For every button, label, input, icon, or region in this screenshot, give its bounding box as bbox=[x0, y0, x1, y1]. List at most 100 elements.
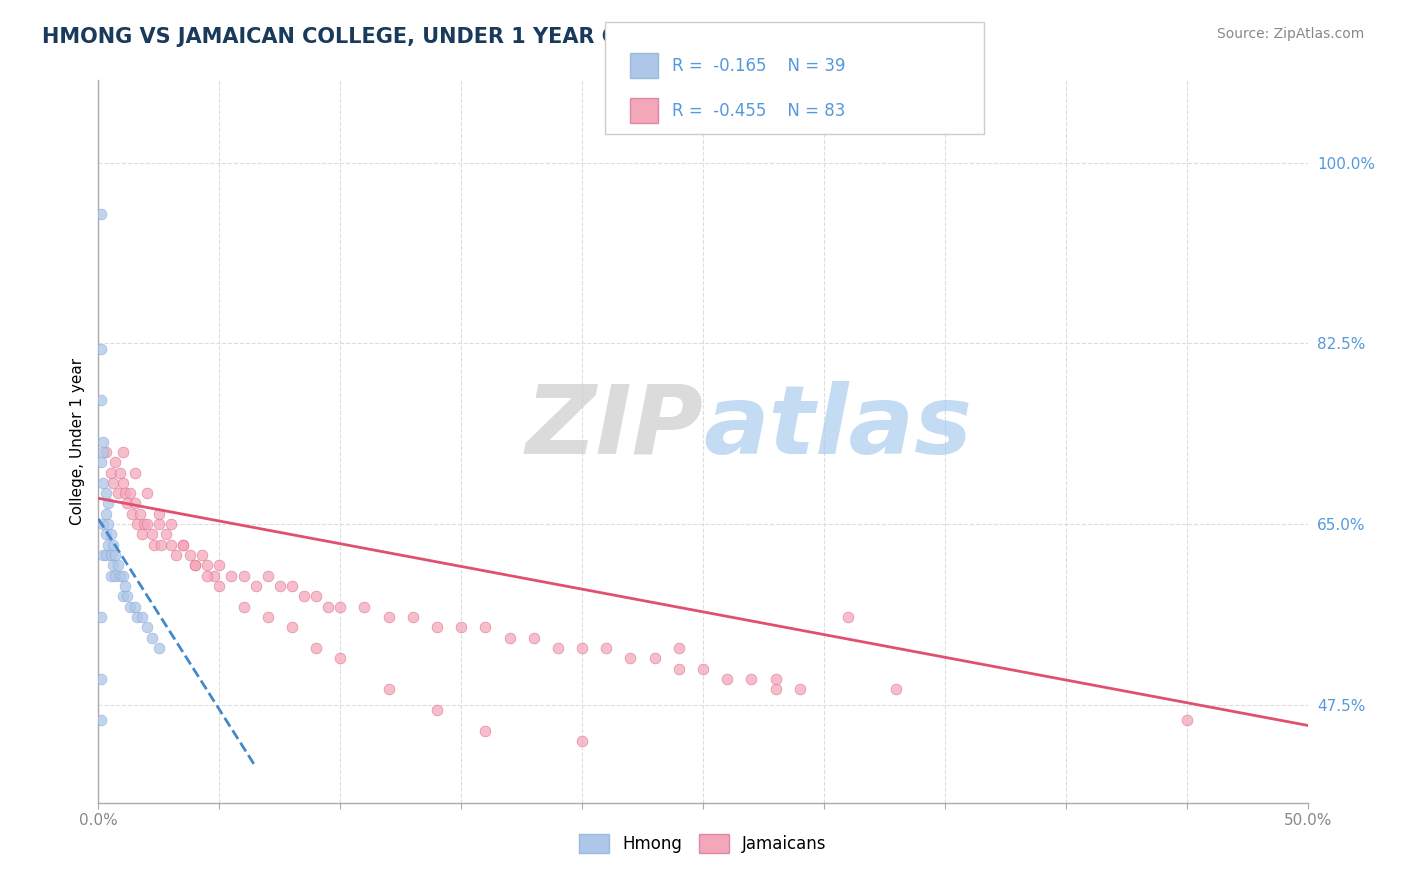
Point bbox=[208, 558, 231, 573]
Point bbox=[165, 548, 187, 562]
Point bbox=[474, 723, 496, 738]
Point bbox=[402, 610, 425, 624]
Point bbox=[90, 610, 112, 624]
Point bbox=[292, 590, 315, 604]
Point bbox=[184, 558, 207, 573]
Point bbox=[91, 548, 114, 562]
Point bbox=[104, 455, 127, 469]
Legend: Hmong, Jamaicans: Hmong, Jamaicans bbox=[572, 827, 834, 860]
Point bbox=[377, 682, 399, 697]
Point bbox=[104, 568, 127, 582]
Point bbox=[141, 527, 163, 541]
Point bbox=[94, 486, 117, 500]
Point bbox=[94, 548, 117, 562]
Point bbox=[474, 620, 496, 634]
Point bbox=[134, 517, 156, 532]
Point bbox=[204, 568, 226, 582]
Point bbox=[208, 579, 231, 593]
Point bbox=[135, 620, 157, 634]
Point bbox=[97, 538, 120, 552]
Point bbox=[90, 713, 112, 727]
Point bbox=[104, 548, 127, 562]
Point bbox=[117, 496, 139, 510]
Point bbox=[101, 538, 124, 552]
Point bbox=[305, 590, 328, 604]
Point bbox=[644, 651, 666, 665]
Point bbox=[108, 568, 131, 582]
Point bbox=[245, 579, 267, 593]
Point bbox=[100, 466, 122, 480]
Text: R =  -0.165    N = 39: R = -0.165 N = 39 bbox=[672, 57, 845, 75]
Point bbox=[128, 507, 150, 521]
Point bbox=[571, 734, 593, 748]
Point bbox=[111, 475, 134, 490]
Point bbox=[184, 558, 207, 573]
Point bbox=[155, 527, 177, 541]
Point bbox=[571, 640, 593, 655]
Point bbox=[305, 640, 328, 655]
Point bbox=[1175, 713, 1198, 727]
Point bbox=[118, 486, 141, 500]
Point bbox=[160, 517, 183, 532]
Point bbox=[141, 631, 163, 645]
Point bbox=[789, 682, 811, 697]
Point bbox=[100, 568, 122, 582]
Point bbox=[114, 486, 136, 500]
Point bbox=[91, 517, 114, 532]
Point bbox=[101, 475, 124, 490]
Point bbox=[124, 496, 146, 510]
Point bbox=[91, 434, 114, 449]
Point bbox=[692, 662, 714, 676]
Point bbox=[90, 207, 112, 221]
Point bbox=[329, 651, 352, 665]
Point bbox=[426, 703, 449, 717]
Point bbox=[740, 672, 762, 686]
Y-axis label: College, Under 1 year: College, Under 1 year bbox=[69, 358, 84, 525]
Point bbox=[148, 640, 170, 655]
Point bbox=[94, 507, 117, 521]
Point bbox=[450, 620, 472, 634]
Point bbox=[97, 496, 120, 510]
Point bbox=[886, 682, 908, 697]
Point bbox=[121, 507, 143, 521]
Point bbox=[150, 538, 173, 552]
Point bbox=[131, 610, 153, 624]
Point bbox=[281, 579, 304, 593]
Point bbox=[716, 672, 738, 686]
Point bbox=[191, 548, 214, 562]
Point bbox=[91, 445, 114, 459]
Point bbox=[100, 548, 122, 562]
Point bbox=[108, 466, 131, 480]
Point bbox=[232, 568, 254, 582]
Point bbox=[94, 527, 117, 541]
Point bbox=[329, 599, 352, 614]
Point bbox=[107, 558, 129, 573]
Point bbox=[148, 517, 170, 532]
Point bbox=[256, 568, 278, 582]
Point bbox=[114, 579, 136, 593]
Point bbox=[619, 651, 641, 665]
Point bbox=[91, 475, 114, 490]
Point bbox=[523, 631, 546, 645]
Point bbox=[117, 590, 139, 604]
Point bbox=[118, 599, 141, 614]
Text: R =  -0.455    N = 83: R = -0.455 N = 83 bbox=[672, 102, 845, 120]
Point bbox=[195, 558, 218, 573]
Point bbox=[668, 662, 690, 676]
Point bbox=[195, 568, 218, 582]
Point bbox=[232, 599, 254, 614]
Point bbox=[90, 342, 112, 356]
Point bbox=[595, 640, 617, 655]
Point bbox=[143, 538, 166, 552]
Point bbox=[172, 538, 194, 552]
Point bbox=[160, 538, 183, 552]
Point bbox=[90, 672, 112, 686]
Point bbox=[100, 527, 122, 541]
Point bbox=[107, 486, 129, 500]
Point bbox=[426, 620, 449, 634]
Point bbox=[90, 455, 112, 469]
Text: atlas: atlas bbox=[703, 381, 972, 474]
Point bbox=[135, 486, 157, 500]
Point bbox=[124, 466, 146, 480]
Point bbox=[172, 538, 194, 552]
